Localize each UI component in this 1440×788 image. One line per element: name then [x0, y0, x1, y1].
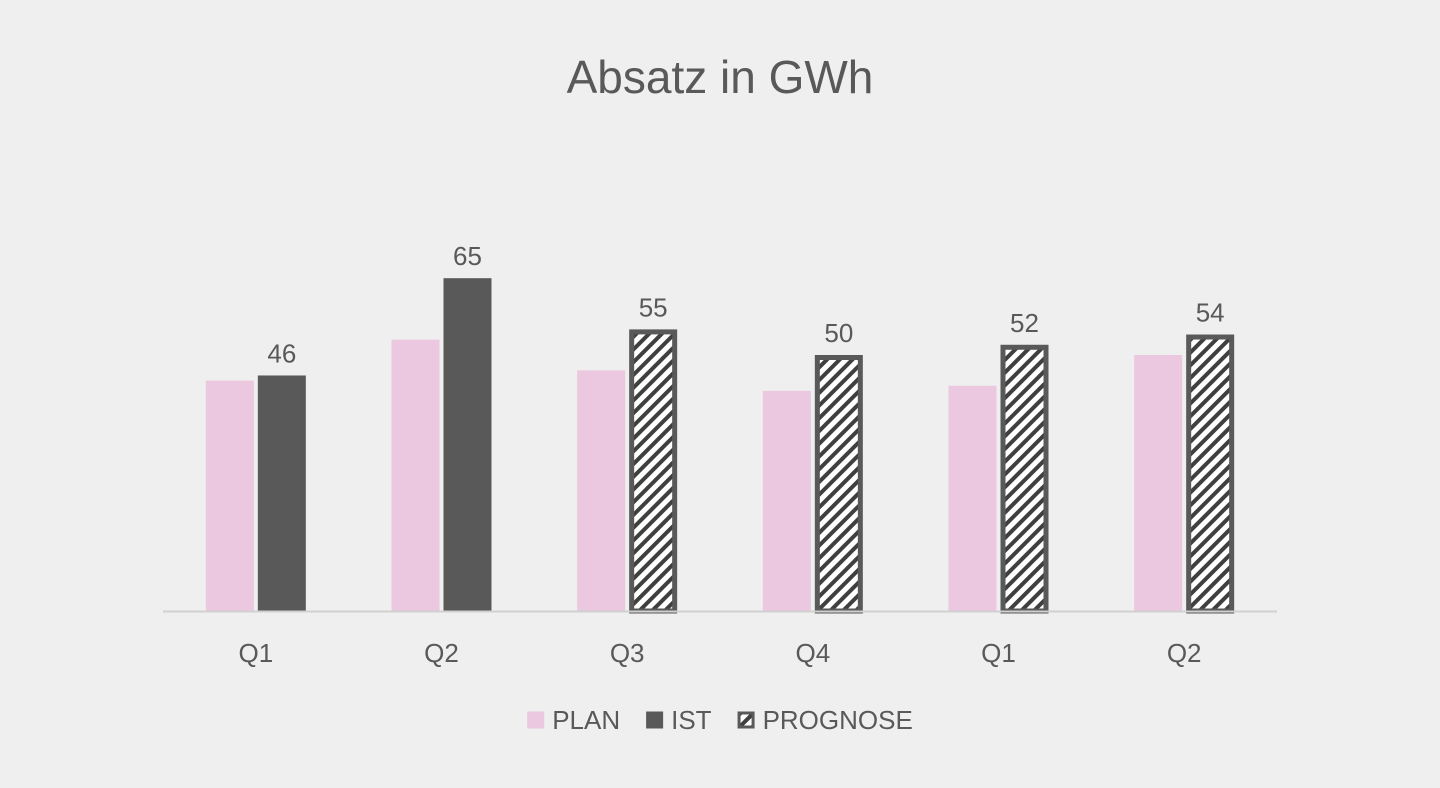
- x-tick-label-2: Q2: [424, 638, 459, 668]
- chart-title: Absatz in GWh: [567, 51, 874, 103]
- bar-prognose-3: [629, 329, 678, 614]
- bar-plan-5: [948, 385, 997, 611]
- data-label-ist-2: 65: [453, 241, 482, 271]
- x-tick-label-4: Q4: [795, 638, 830, 668]
- legend-swatch-plan: [527, 711, 545, 729]
- x-tick-label-3: Q3: [610, 638, 645, 668]
- legend-label-prognose: PROGNOSE: [763, 705, 913, 735]
- x-tick-label-5: Q1: [981, 638, 1016, 668]
- data-label-prognose-5: 52: [1010, 308, 1039, 338]
- data-label-prognose-4: 50: [824, 318, 853, 348]
- data-label-prognose-6: 54: [1196, 298, 1225, 328]
- legend-label-plan: PLAN: [552, 705, 620, 735]
- x-tick-label-1: Q1: [238, 638, 273, 668]
- legend: PLAN IST PROGNOSE: [527, 705, 913, 735]
- legend-swatch-ist: [646, 711, 664, 729]
- bar-plan-3: [577, 370, 626, 611]
- bar-plan-6: [1134, 355, 1183, 611]
- legend-item-prognose: PROGNOSE: [737, 705, 913, 735]
- bar-plan-4: [762, 390, 811, 611]
- legend-label-ist: IST: [671, 705, 712, 735]
- legend-item-plan: PLAN: [527, 705, 620, 735]
- data-label-ist-1: 46: [267, 338, 296, 368]
- bars-layer: [205, 278, 1235, 614]
- data-label-prognose-3: 55: [639, 292, 668, 322]
- bar-plan-2: [391, 339, 440, 611]
- x-axis-ticks: Q1 Q2 Q3 Q4 Q1 Q2: [238, 638, 1201, 668]
- bar-ist-2: [443, 278, 492, 611]
- bar-plan-1: [205, 380, 254, 611]
- legend-swatch-prognose: [737, 711, 755, 729]
- x-tick-label-6: Q2: [1167, 638, 1202, 668]
- bar-prognose-5: [1000, 344, 1049, 614]
- legend-item-ist: IST: [646, 705, 712, 735]
- labels-layer: 46 65 55 50 52 54: [267, 241, 1224, 368]
- bar-ist-1: [257, 375, 306, 611]
- bar-prognose-6: [1186, 334, 1235, 614]
- bar-prognose-4: [814, 355, 863, 614]
